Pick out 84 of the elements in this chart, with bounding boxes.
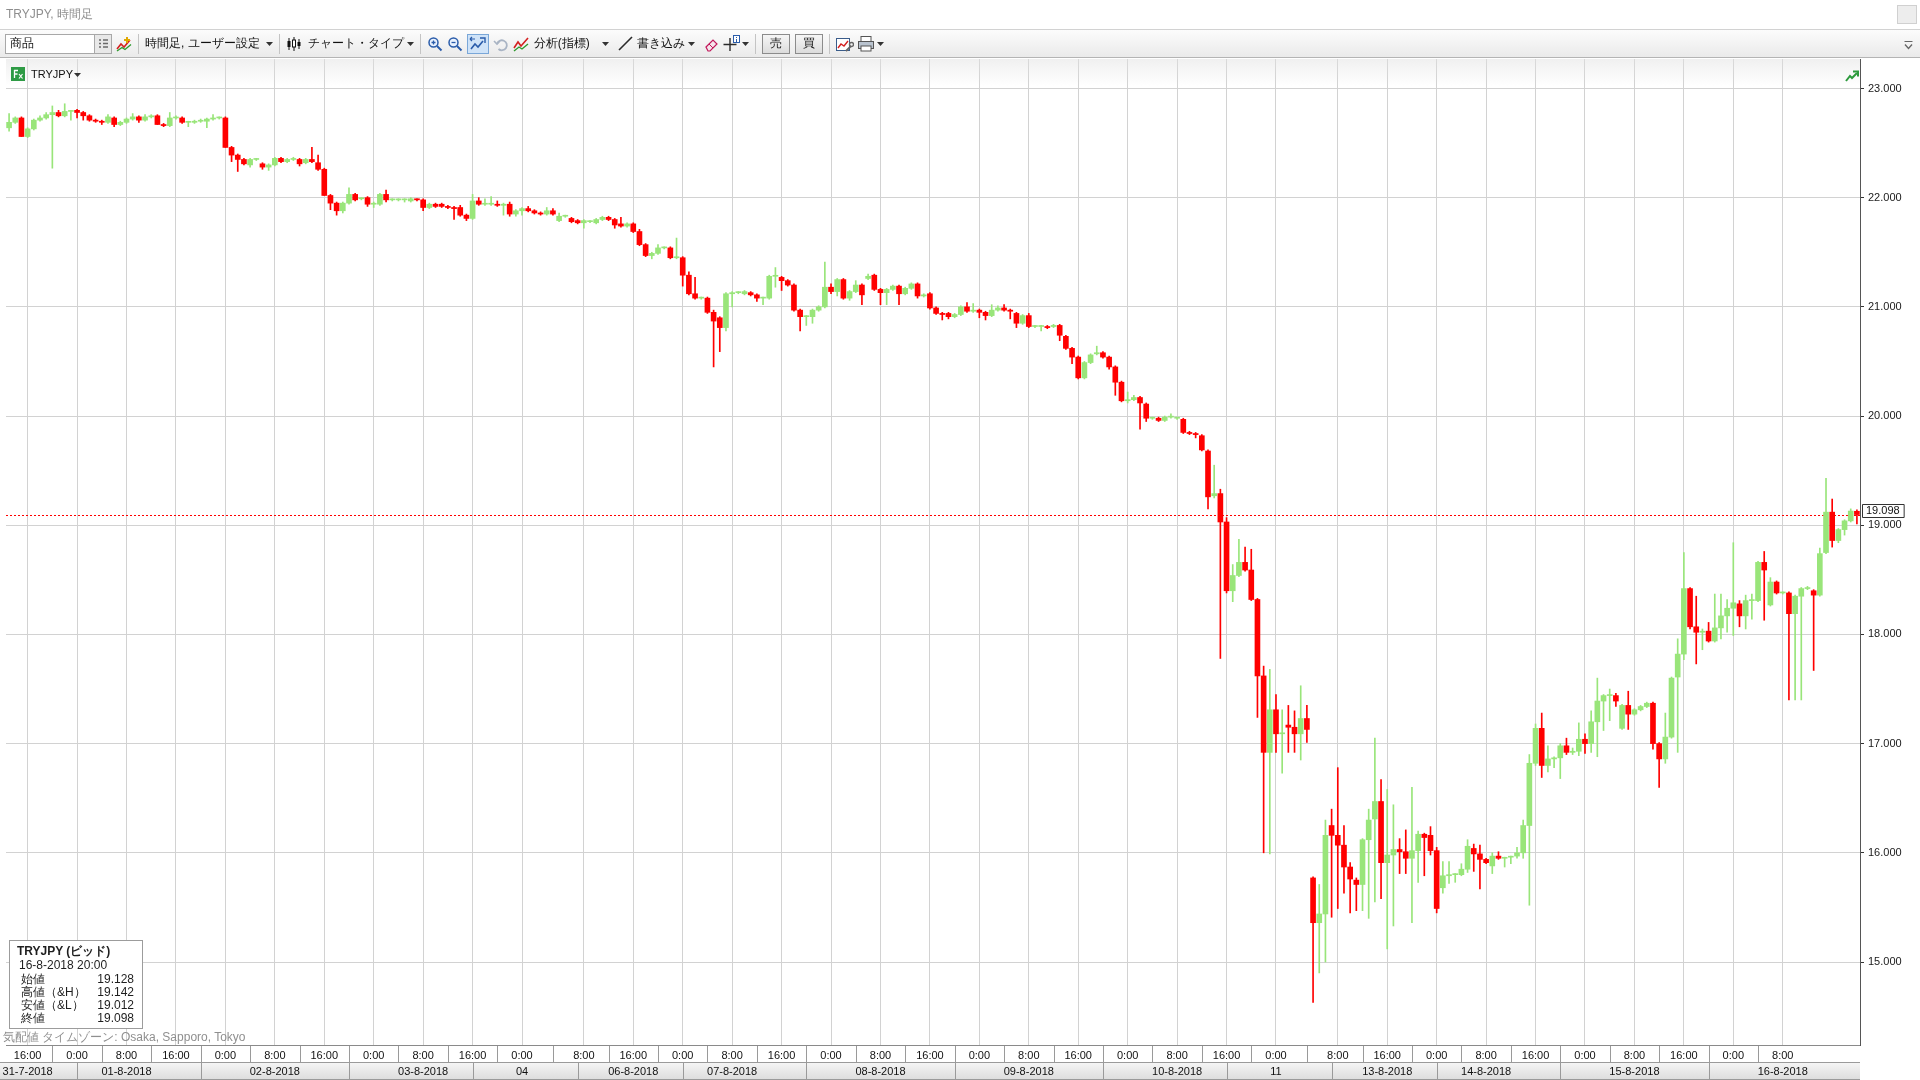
annotation: 16-8-2018 20:00	[19, 958, 108, 972]
candlestick	[1470, 843, 1477, 872]
x-tick-label: 0:00	[968, 1049, 991, 1062]
y-tick-label: 17.000	[1868, 736, 1902, 749]
candlestick	[1211, 464, 1218, 499]
y-tick-label: 18.000	[1868, 627, 1902, 640]
x-tick-label: 8:00 15-8-2018	[1609, 1049, 1660, 1077]
x-tick-label: 16:00	[916, 1049, 944, 1062]
x-tick-label: 8:00 07-8-2018	[707, 1049, 758, 1077]
annotation: 高値（&H）	[21, 985, 86, 999]
candlestick	[1316, 884, 1323, 974]
ref-line-label: 19.098	[1866, 504, 1900, 517]
x-tick-label: 16:00	[1212, 1049, 1241, 1062]
candlestick	[1786, 591, 1792, 701]
y-tick-label: 20.000	[1868, 409, 1902, 422]
x-tick-label: 0:00	[363, 1049, 385, 1062]
sell-button: 売	[761, 33, 790, 54]
x-tick-label: 8:00 02-8-2018	[249, 1049, 300, 1077]
x-tick-label: 16:00 31-7-2018	[2, 1049, 53, 1077]
x-tick-label: 8:00 09-8-2018	[1003, 1049, 1054, 1077]
text: TRYJPY	[31, 68, 73, 81]
x-tick-label: 8:00 10-8-2018	[1152, 1049, 1203, 1077]
y-tick-label: 15.000	[1868, 955, 1902, 968]
x-tick-label: 0:00	[1116, 1049, 1139, 1062]
x-tick-label: 8:00 16-8-2018	[1757, 1049, 1808, 1077]
x-tick-label: 0:00	[1425, 1049, 1448, 1062]
annotation: 始値	[21, 972, 45, 986]
annotation: 19.142	[97, 985, 134, 999]
annotation: 終値	[21, 1011, 45, 1025]
candlestick	[1279, 709, 1285, 774]
candlestick	[1384, 789, 1391, 950]
x-tick-label: 16:00	[310, 1049, 339, 1062]
candlestick	[1625, 690, 1632, 730]
chart-title: TRYJPY, 時間足	[6, 7, 93, 22]
x-tick-label: 16:00	[162, 1049, 190, 1062]
x-tick-label: 8:00 01-8-2018	[101, 1049, 152, 1077]
y-tick-label: 16.000	[1868, 845, 1902, 858]
x-tick-label: 0:00	[1574, 1049, 1596, 1062]
y-tick-label: 21.000	[1868, 299, 1902, 312]
candlestick	[1137, 396, 1143, 430]
text-field: 商品	[5, 33, 95, 54]
annotation: 安値（&L）	[21, 998, 84, 1012]
candlestick	[1372, 737, 1378, 903]
x-tick-label: 16:00	[1064, 1049, 1092, 1062]
y-tick-label: 22.000	[1868, 190, 1902, 203]
annotation: TRYJPY (ビッド)	[17, 944, 111, 958]
candlestick	[1674, 638, 1681, 753]
x-tick-label: 16:00	[1670, 1049, 1698, 1062]
x-tick-label: 16:00	[458, 1049, 487, 1062]
text: 分析(指標)	[533, 36, 590, 51]
y-tick-label: 19.000	[1868, 518, 1902, 531]
annotation: 気配値 タイムゾーン: Osaka, Sapporo, Tokyo	[3, 1030, 246, 1044]
candlestick	[1347, 862, 1353, 914]
candlestick	[1582, 733, 1588, 754]
x-tick-label: 8:00 03-8-2018	[398, 1049, 449, 1077]
x-tick-label: 8:00 08-8-2018	[855, 1049, 906, 1077]
x-tick-label: 16:00	[1521, 1049, 1550, 1062]
x-tick-label: 8:00 14-8-2018	[1461, 1049, 1512, 1077]
x-tick-label: 16:00	[767, 1049, 796, 1062]
annotation: 19.012	[97, 998, 134, 1012]
x-tick-label: 0:00 11	[1265, 1049, 1287, 1077]
x-tick-label: 0:00	[672, 1049, 694, 1062]
x-tick-label: 0:00	[1722, 1049, 1745, 1062]
annotation: 19.098	[97, 1011, 134, 1025]
x-tick-label: 0:00	[820, 1049, 842, 1062]
candlestick	[309, 147, 315, 164]
text: 時間足, ユーザー設定	[145, 36, 260, 51]
x-tick-label: 16:00 06-8-2018	[608, 1049, 659, 1077]
x-tick-label: 8:00	[1327, 1049, 1349, 1062]
x-tick-label: 0:00	[66, 1049, 88, 1062]
x-tick-label: 0:00	[214, 1049, 237, 1062]
candlestick	[1761, 551, 1768, 621]
annotation: 19.128	[97, 972, 134, 986]
x-tick-label: 8:00	[573, 1049, 595, 1062]
candlestick	[1297, 685, 1304, 761]
candlestick	[1266, 669, 1273, 855]
text: 書き込み	[636, 36, 685, 51]
candlestick	[1007, 308, 1014, 320]
y-tick-label: 23.000	[1868, 81, 1902, 94]
candlestick	[970, 303, 976, 313]
x-tick-label: 0:00 04	[511, 1049, 533, 1077]
text: チャート・タイプ	[307, 36, 404, 51]
x-tick-label: 16:00 13-8-2018	[1362, 1049, 1413, 1077]
buy-button: 買	[794, 33, 823, 54]
